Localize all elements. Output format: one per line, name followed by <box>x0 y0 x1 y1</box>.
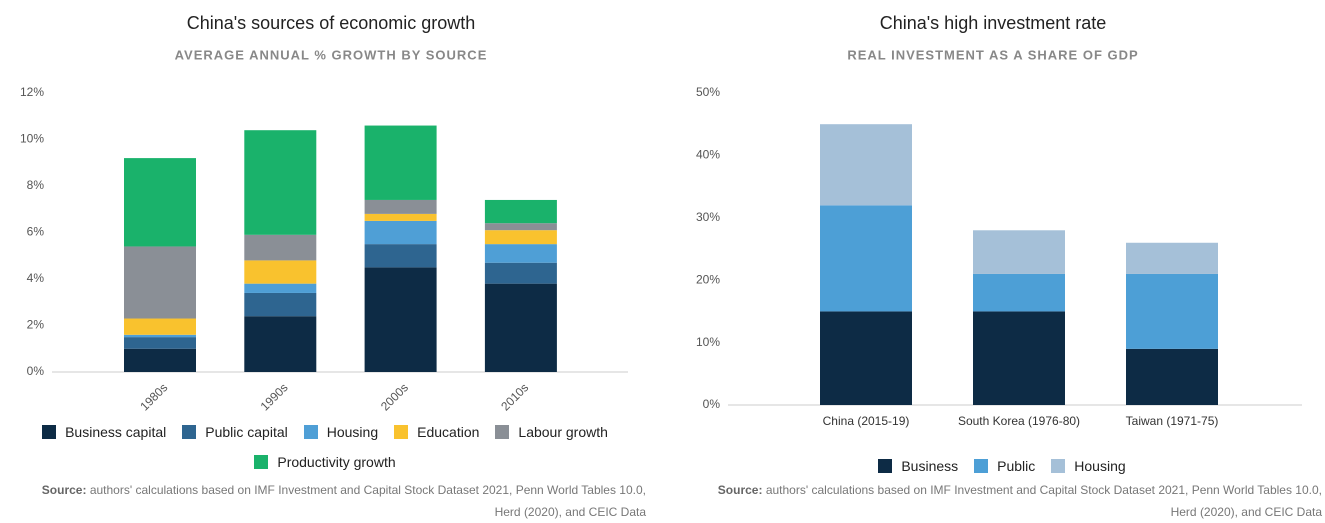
bar-segment <box>820 311 912 405</box>
legend-swatch <box>1051 459 1066 473</box>
bar-segment <box>124 337 196 349</box>
source: Source: authors' calculations based on I… <box>40 479 646 523</box>
y-tick-label: 50% <box>696 85 720 99</box>
y-tick-label: 40% <box>696 148 720 162</box>
legend-item: Public capital <box>182 424 288 440</box>
bar-segment <box>484 230 557 245</box>
x-tick-label: Taiwan (1971-75) <box>1126 414 1219 428</box>
bar-segment <box>124 246 196 319</box>
legend-item: Business capital <box>42 424 166 440</box>
y-tick-label: 0% <box>703 397 721 411</box>
bar-segment <box>1126 242 1218 274</box>
y-tick-label: 10% <box>20 132 44 146</box>
legend-swatch <box>303 425 318 439</box>
y-tick-label: 0% <box>27 364 45 378</box>
legend-swatch <box>182 425 197 439</box>
chart: China's sources of economic growth AVERAG… <box>20 13 628 413</box>
y-tick-label: 30% <box>696 210 720 224</box>
legend-swatch <box>974 459 989 473</box>
bar-segment <box>1126 348 1218 405</box>
legend-swatch <box>42 425 57 439</box>
bar-segment <box>484 283 557 372</box>
bar-segment <box>124 158 196 247</box>
legend-item: Housing <box>303 424 379 440</box>
bar-segment <box>484 244 557 263</box>
y-tick-label: 10% <box>696 335 720 349</box>
legend-item: Housing <box>1051 458 1126 474</box>
bar-segment <box>484 262 557 284</box>
bar-segment <box>820 124 912 206</box>
legend: Business Public Housing <box>802 458 1202 474</box>
legend-swatch <box>394 425 409 439</box>
bar-segment <box>1126 273 1218 349</box>
legend-label: Public capital <box>205 424 288 440</box>
chart-subtitle: REAL INVESTMENT AS A SHARE OF GDP <box>847 47 1138 62</box>
bar-segment <box>244 234 317 261</box>
source-label: Source: <box>41 483 87 497</box>
legend-item: Productivity growth <box>254 454 396 470</box>
chart-panel: China's high investment rate REAL INVESTM… <box>662 0 1324 519</box>
bar-segment <box>820 205 912 312</box>
source-text: authors' calculations based on IMF Inves… <box>765 483 1322 519</box>
legend-label: Education <box>417 424 480 440</box>
x-tick-label: 2010s <box>498 380 531 413</box>
x-tick-label: 1990s <box>258 380 291 413</box>
bar-segment <box>364 267 437 372</box>
x-tick-label: China (2015-19) <box>823 414 910 428</box>
legend-item: Business <box>878 458 958 474</box>
bar-segment <box>973 311 1065 405</box>
legend-label: Housing <box>1074 458 1126 474</box>
legend-label: Business capital <box>65 424 167 440</box>
legend: Business capital Public capital Housing Edu… <box>5 424 645 470</box>
chart-subtitle: AVERAGE ANNUAL % GROWTH BY SOURCE <box>175 47 488 62</box>
bar-segment <box>364 244 437 268</box>
bar-segment <box>484 199 557 224</box>
bar-segment <box>244 260 317 284</box>
x-tick-label: 1980s <box>137 380 170 413</box>
y-tick-label: 6% <box>27 225 45 239</box>
bar-segment <box>973 230 1065 274</box>
bar-segment <box>124 348 196 372</box>
bar-segment <box>244 316 317 372</box>
chart: China's high investment rate REAL INVESTM… <box>696 13 1302 428</box>
y-tick-label: 4% <box>27 271 45 285</box>
source: Source: authors' calculations based on I… <box>712 479 1322 523</box>
legend-swatch <box>254 455 269 469</box>
bar-segment <box>364 199 437 214</box>
legend-swatch <box>495 425 510 439</box>
y-tick-label: 8% <box>27 178 45 192</box>
bar-segment <box>124 334 196 338</box>
y-tick-label: 20% <box>696 272 720 286</box>
legend-label: Public <box>997 458 1036 474</box>
bar-segment <box>484 223 557 231</box>
y-tick-label: 12% <box>20 85 44 99</box>
bar-segment <box>244 130 317 235</box>
legend-item: Public <box>974 458 1035 474</box>
bar-segment <box>973 273 1065 312</box>
legend-swatch <box>878 459 893 473</box>
bar-segment <box>244 292 317 317</box>
legend-item: Labour growth <box>495 424 608 440</box>
legend-item: Education <box>394 424 479 440</box>
bar-segment <box>364 125 437 200</box>
bar-segment <box>244 283 317 293</box>
source-text: authors' calculations based on IMF Inves… <box>89 483 646 519</box>
bar-segment <box>364 213 437 221</box>
x-tick-label: South Korea (1976-80) <box>958 414 1080 428</box>
legend-label: Business <box>901 458 959 474</box>
bar-segment <box>124 318 196 335</box>
source-label: Source: <box>717 483 763 497</box>
y-tick-label: 2% <box>27 318 45 332</box>
bar-segment <box>364 220 437 245</box>
legend-label: Housing <box>326 424 379 440</box>
chart-title: China's high investment rate <box>880 13 1107 33</box>
legend-label: Labour growth <box>518 424 608 440</box>
x-tick-label: 2000s <box>378 380 411 413</box>
chart-title: China's sources of economic growth <box>187 13 476 33</box>
legend-label: Productivity growth <box>277 454 396 470</box>
chart-panel: China's sources of economic growth AVERAG… <box>0 0 662 519</box>
